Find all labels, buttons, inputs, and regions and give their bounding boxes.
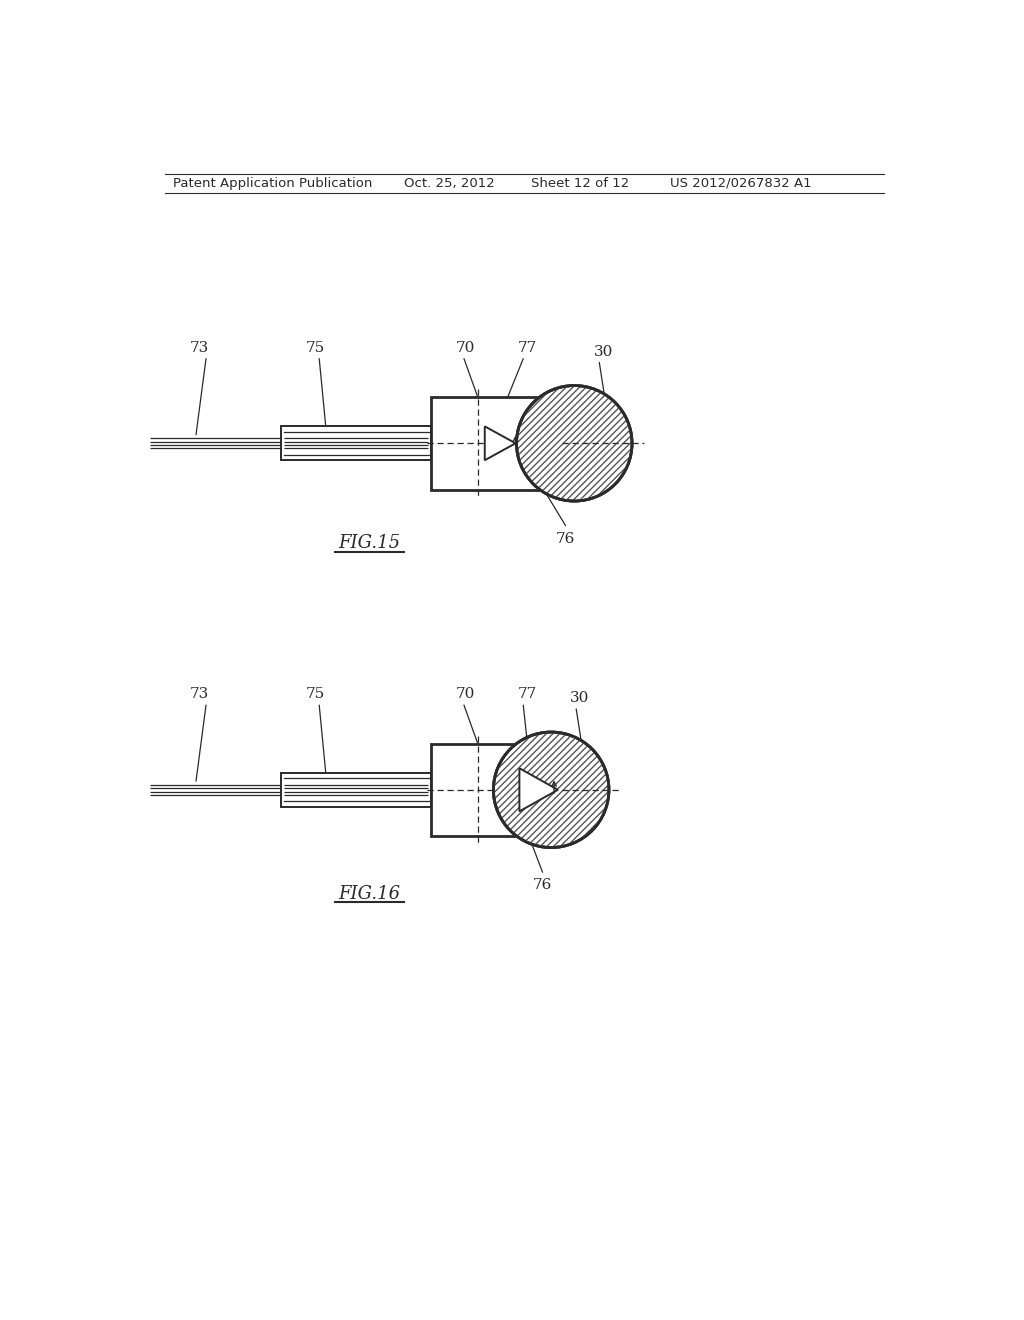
Text: 76: 76	[532, 878, 552, 892]
Text: 70: 70	[456, 688, 475, 701]
Text: 30: 30	[570, 692, 590, 705]
Text: Sheet 12 of 12: Sheet 12 of 12	[531, 177, 629, 190]
Text: 76: 76	[556, 532, 575, 546]
Text: FIG.15: FIG.15	[338, 535, 400, 552]
Ellipse shape	[516, 385, 632, 502]
Text: 73: 73	[190, 688, 210, 701]
Polygon shape	[519, 768, 558, 812]
Ellipse shape	[494, 733, 609, 847]
Text: 77: 77	[517, 688, 537, 701]
Polygon shape	[281, 774, 431, 807]
Text: 30: 30	[594, 345, 612, 359]
Text: 75: 75	[306, 341, 325, 355]
Text: 75: 75	[306, 688, 325, 701]
Polygon shape	[484, 426, 515, 461]
Text: 73: 73	[190, 341, 210, 355]
Text: FIG.16: FIG.16	[338, 884, 400, 903]
Polygon shape	[431, 397, 543, 490]
Text: 70: 70	[456, 341, 475, 355]
Text: Patent Application Publication: Patent Application Publication	[173, 177, 373, 190]
Text: US 2012/0267832 A1: US 2012/0267832 A1	[670, 177, 811, 190]
Text: 77: 77	[517, 341, 537, 355]
Polygon shape	[431, 743, 543, 836]
Polygon shape	[281, 426, 431, 461]
Text: Oct. 25, 2012: Oct. 25, 2012	[403, 177, 495, 190]
